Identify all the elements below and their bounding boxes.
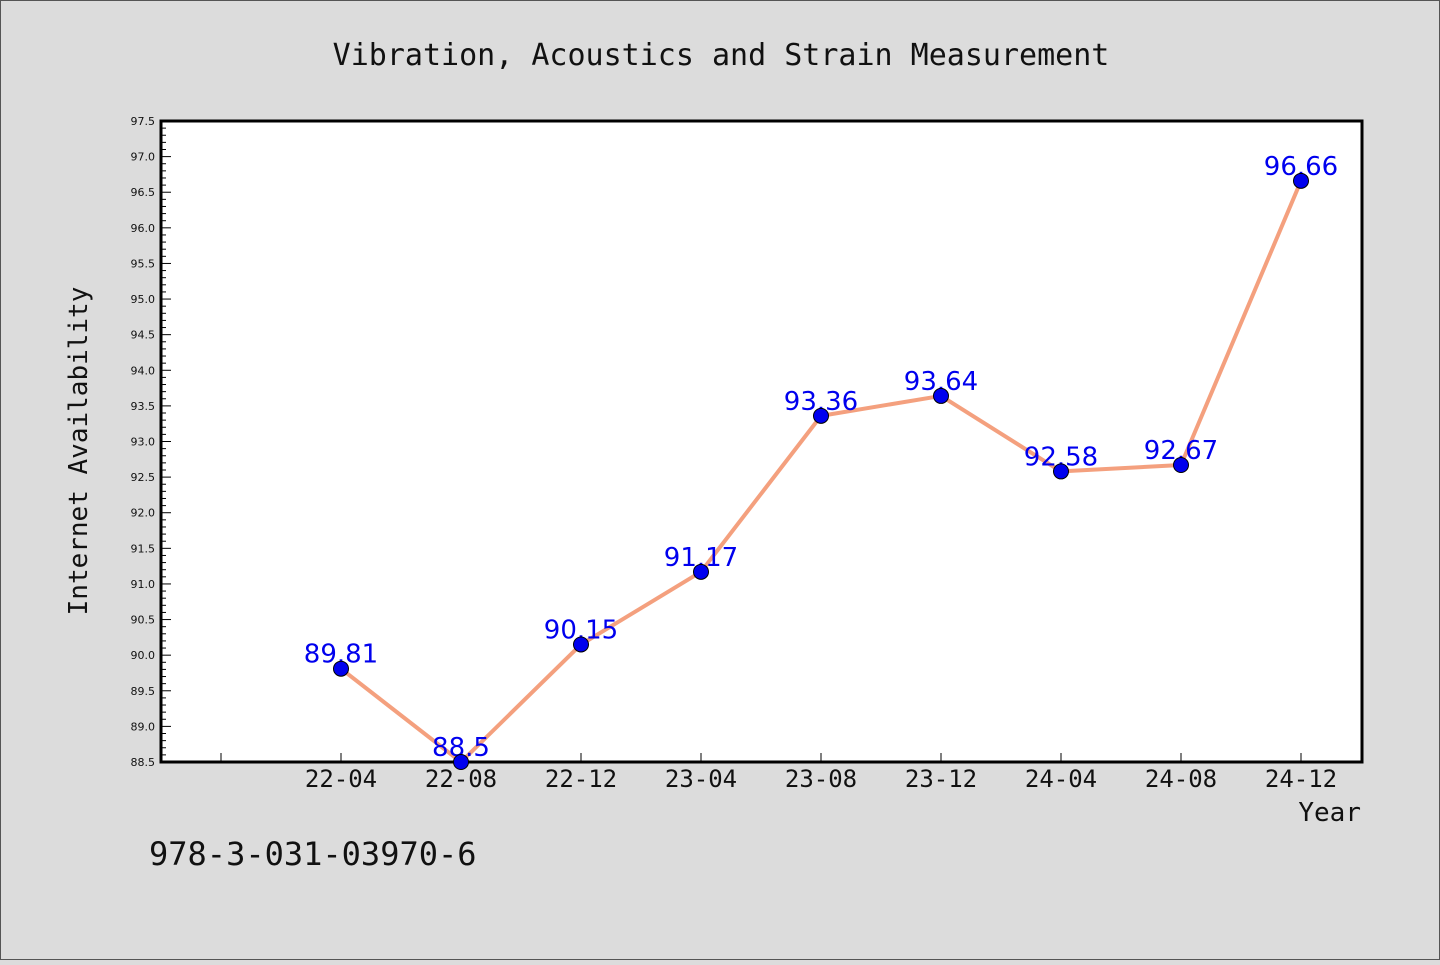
y-tick-label: 96.5: [131, 186, 156, 199]
chart-title: Vibration, Acoustics and Strain Measurem…: [333, 38, 1110, 73]
y-tick-label: 93.0: [131, 436, 156, 449]
x-tick-label: 23-12: [905, 765, 977, 793]
x-tick-label: 23-08: [785, 765, 857, 793]
x-tick-label: 24-04: [1025, 765, 1097, 793]
y-tick-label: 97.0: [131, 151, 156, 164]
data-point: [573, 636, 589, 653]
y-tick-label: 92.0: [131, 507, 156, 520]
data-point: [693, 563, 709, 580]
y-tick-label: 93.5: [131, 400, 156, 413]
y-tick-label: 89.5: [131, 685, 156, 698]
data-point: [1053, 463, 1069, 480]
y-axis: 88.5 89.0 89.5 90.0 90.5 91.0 91.5 92.0 92.5 93.0…: [131, 115, 171, 769]
data-point: [1173, 457, 1189, 474]
y-axis-label: Internet Availability: [64, 287, 94, 616]
data-point: [333, 660, 349, 677]
y-tick-label: 94.5: [131, 329, 156, 342]
y-tick-label: 92.5: [131, 471, 156, 484]
y-tick-label: 90.0: [131, 649, 156, 662]
x-tick-label: 22-12: [545, 765, 617, 793]
x-axis: 22-04 22-08 22-12 23-04 23-08 23-12 24-04 24-08…: [220, 753, 1337, 793]
data-point: [813, 407, 829, 424]
y-tick-label: 91.0: [131, 578, 156, 591]
x-tick-label: 24-08: [1145, 765, 1217, 793]
y-tick-label: 91.5: [131, 542, 156, 555]
y-tick-label: 97.5: [131, 115, 156, 128]
data-point: [453, 754, 469, 770]
y-tick-label: 89.0: [131, 720, 156, 733]
data-point: [933, 387, 949, 404]
y-tick-label: 90.5: [131, 614, 156, 627]
data-point: [1293, 172, 1309, 189]
x-tick-label: 24-12: [1265, 765, 1337, 793]
y-tick-label: 95.5: [131, 257, 156, 270]
x-axis-label: Year: [1298, 798, 1361, 828]
y-tick-label: 95.0: [131, 293, 156, 306]
x-tick-label: 23-04: [665, 765, 737, 793]
y-tick-label: 94.0: [131, 364, 156, 377]
x-tick-label: 22-04: [305, 765, 377, 793]
y-tick-label: 88.5: [131, 756, 156, 769]
plot-area: [159, 119, 1364, 764]
isbn-text: 978-3-031-03970-6: [149, 835, 477, 873]
y-tick-label: 96.0: [131, 222, 156, 235]
